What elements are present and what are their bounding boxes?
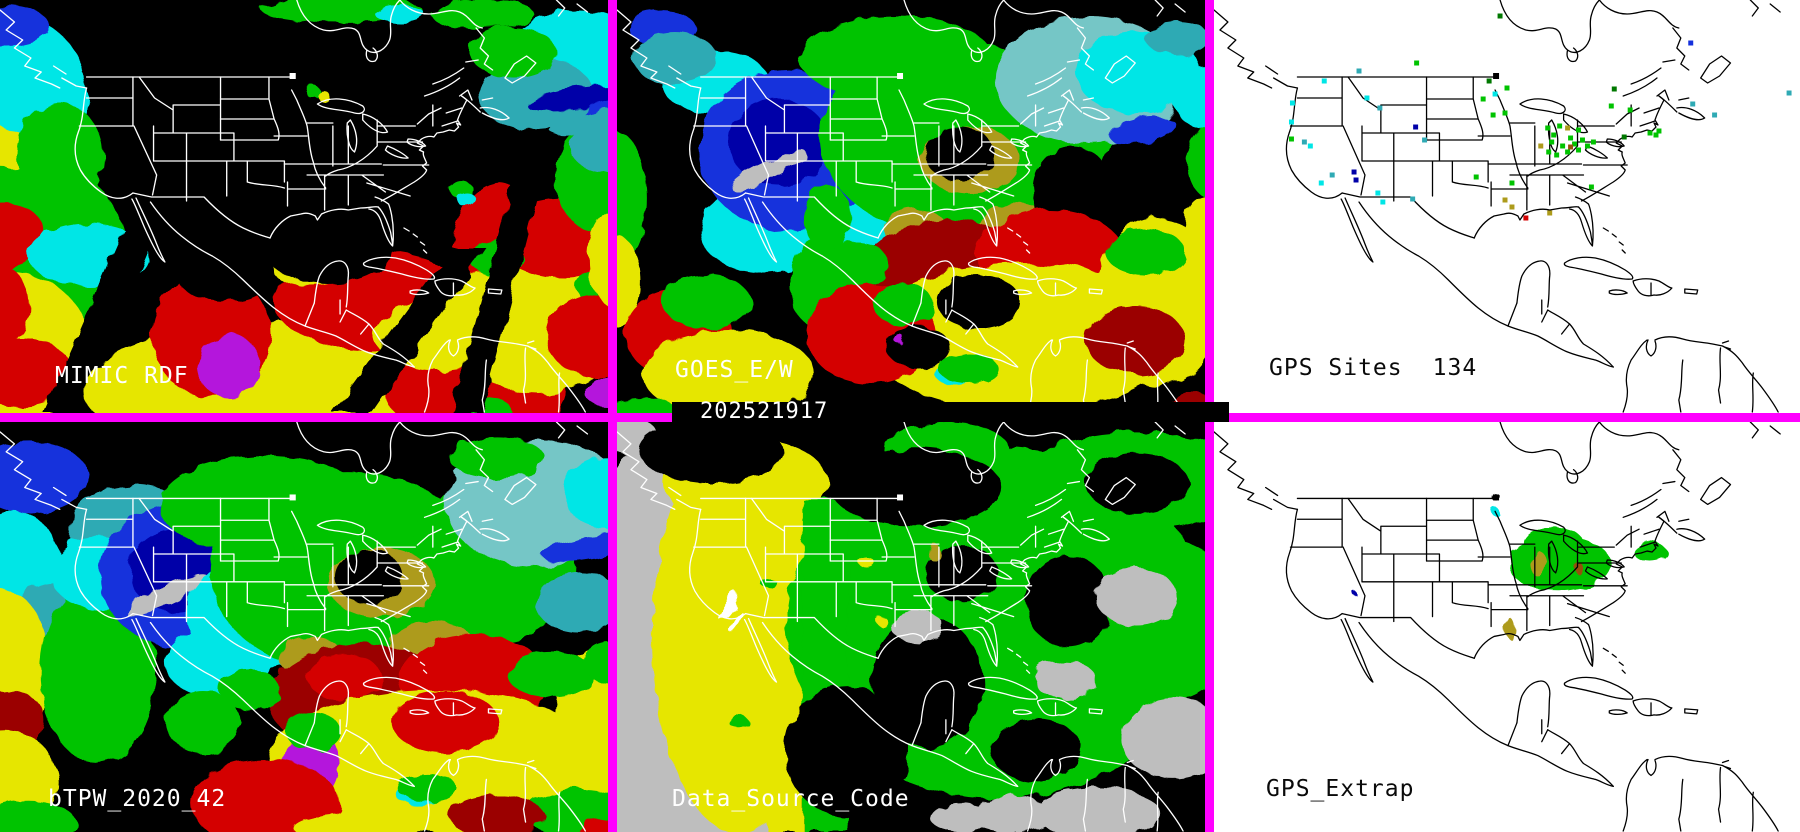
gps-site-dot xyxy=(1545,125,1551,131)
gps-site-dot xyxy=(1608,103,1614,109)
gps-site-dot xyxy=(1554,152,1560,158)
gps-site-dot xyxy=(1502,197,1508,203)
gps-site-dot xyxy=(1380,199,1386,205)
gps-site-dots xyxy=(1288,13,1792,221)
gps-site-dot xyxy=(1568,135,1574,141)
gps-site-dot xyxy=(1590,139,1596,145)
gps-site-dot xyxy=(1307,143,1313,149)
gps-site-dot xyxy=(1557,123,1563,129)
gps-site-dot xyxy=(1546,149,1552,155)
gps-site-dot xyxy=(1538,143,1544,149)
gps-site-dot xyxy=(1351,169,1357,175)
gps-site-dot xyxy=(1580,137,1585,143)
gps-site-dot xyxy=(1289,100,1295,106)
gps-site-dot xyxy=(1565,125,1571,131)
btpw-imagery xyxy=(0,436,608,832)
gps-site-dot xyxy=(1656,128,1662,134)
gps-site-dot xyxy=(1627,107,1633,113)
gps-site-dot xyxy=(1321,78,1327,84)
gps-site-dot xyxy=(1414,60,1420,66)
gps-site-dot xyxy=(1356,68,1362,74)
gps-extrap-label: GPS_Extrap xyxy=(1266,776,1415,802)
gps-site-dot xyxy=(1786,90,1792,96)
gps-site-dot xyxy=(1712,112,1718,118)
gps-site-dot xyxy=(1572,141,1578,147)
gps-site-dot xyxy=(1497,13,1503,19)
gps-sites-label: GPS Sites 134 xyxy=(1269,355,1477,381)
gps-site-dot xyxy=(1523,215,1529,221)
gps-site-dot xyxy=(1410,196,1416,202)
gps-site-dot xyxy=(1611,86,1617,92)
gps-site-dot xyxy=(1288,136,1294,142)
panel-gps-sites: GPS Sites 134 xyxy=(1214,0,1800,413)
gps-site-dot xyxy=(1318,180,1324,186)
goes-label: GOES_E/W xyxy=(675,357,794,383)
timestamp-text: 202521917 xyxy=(700,399,829,424)
panel-gps-extrap: GPS_Extrap xyxy=(1214,422,1800,832)
gps-site-dot xyxy=(1329,172,1335,178)
gps-site-dot xyxy=(1509,204,1515,210)
gps-site-dot xyxy=(1375,190,1381,196)
gps-site-dot xyxy=(1588,184,1594,190)
gps-site-dot xyxy=(1480,96,1486,102)
gps-site-dot xyxy=(1584,143,1590,149)
gps-site-dot xyxy=(1568,144,1574,150)
data-source-label: Data_Source_Code xyxy=(672,786,910,812)
gps-site-dot xyxy=(1413,124,1419,130)
btpw-label: bTPW_2020_42 xyxy=(48,786,227,812)
mimic-label: MIMIC RDF xyxy=(55,363,189,389)
gps-site-dot xyxy=(1492,91,1498,97)
gps-site-dot xyxy=(1621,134,1627,140)
panel-data-source-code: Data_Source_Code xyxy=(617,422,1205,832)
gps-site-dot xyxy=(1560,143,1566,149)
gps-site-dot xyxy=(1502,110,1508,116)
panel-btpw: bTPW_2020_42 xyxy=(0,422,608,832)
gps-site-dot xyxy=(1486,78,1492,84)
gps-site-dot xyxy=(1353,177,1359,183)
gps-sites-count: 134 xyxy=(1432,355,1478,381)
gps-site-dot xyxy=(1509,180,1515,186)
gps-site-dot xyxy=(1576,127,1581,133)
gps-site-dot xyxy=(1688,40,1694,46)
gps-site-dot xyxy=(1288,119,1294,125)
gps-site-dot xyxy=(1547,210,1553,216)
gps-site-dot xyxy=(1473,174,1479,180)
gps-site-dot xyxy=(1551,132,1557,138)
gps-site-dot xyxy=(1364,95,1370,101)
timestamp-bar: 202521917 xyxy=(672,399,1229,424)
gps-sites-title: GPS Sites xyxy=(1269,355,1403,381)
gps-site-dot xyxy=(1301,139,1307,145)
mimic-imagery xyxy=(0,0,608,413)
panel-goes-ew: GOES_E/W xyxy=(617,0,1205,413)
panel-mimic-rdf: MIMIC RDF xyxy=(0,0,608,413)
basemap-outline xyxy=(1214,422,1781,832)
source-code-imagery xyxy=(617,422,1205,832)
gps-site-dot xyxy=(1653,132,1659,138)
gps-site-dot xyxy=(1576,147,1581,153)
gps-site-dot xyxy=(1690,101,1696,107)
gps-site-dot xyxy=(1422,137,1428,143)
goes-imagery xyxy=(617,11,1205,413)
gps-site-dot xyxy=(1565,149,1571,155)
gps-site-dot xyxy=(1377,105,1383,111)
basemap-outline xyxy=(1214,0,1781,413)
gps-site-dot xyxy=(1549,139,1555,145)
gps-site-dot xyxy=(1647,130,1653,136)
gps-site-dot xyxy=(1490,112,1496,118)
gps-site-dot xyxy=(1504,85,1510,91)
